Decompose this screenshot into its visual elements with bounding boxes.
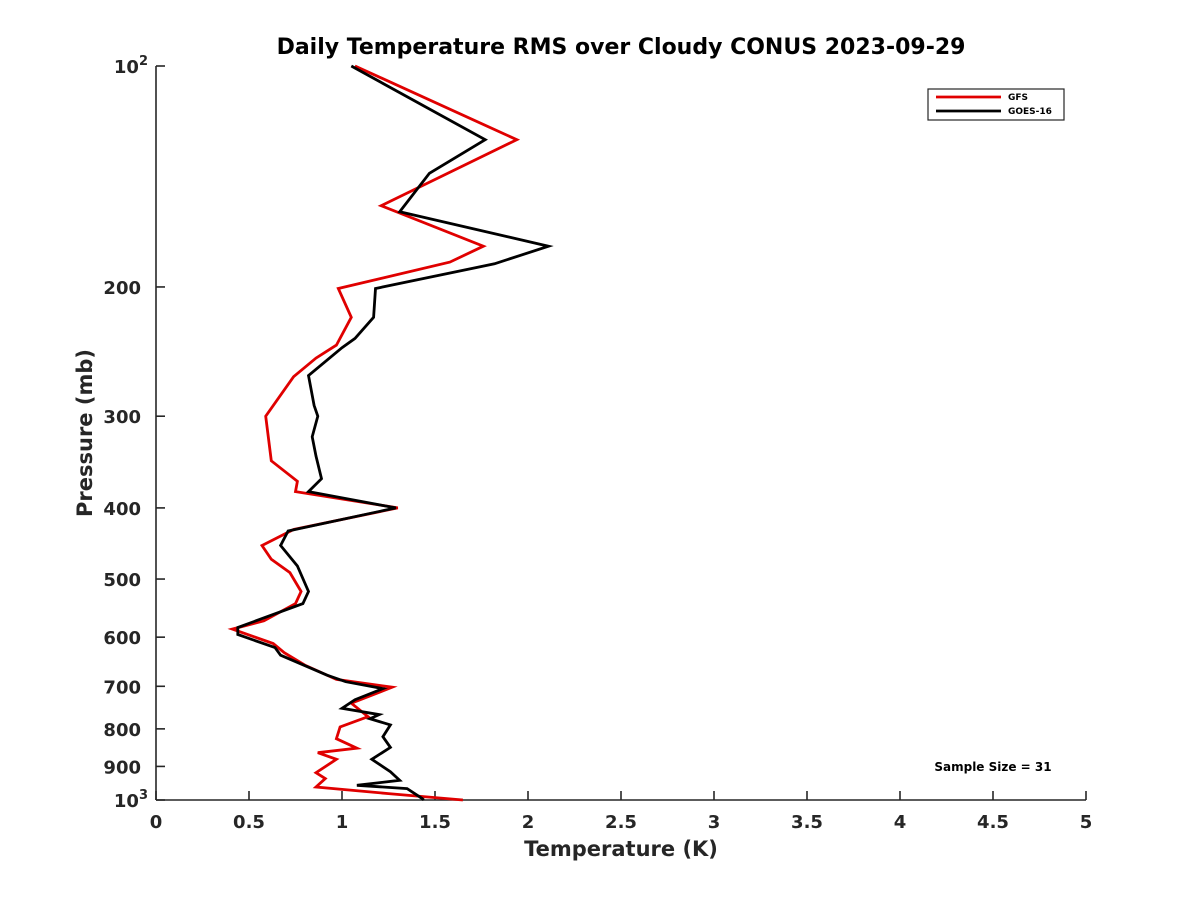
y-tick-label: 200	[103, 278, 141, 299]
plot-area: 0 0.5 1 1.5 2 2.5 3 3.5 4 4.5 5 102200300400500600…	[103, 54, 1092, 833]
series-layer	[227, 64, 554, 802]
x-tick-label: 0.5	[233, 812, 265, 833]
legend-label: GFS	[1008, 93, 1028, 103]
legend-box	[927, 88, 1065, 121]
series-line-gfs	[227, 64, 521, 802]
y-tick-label: 103	[114, 788, 148, 812]
x-tick-label: 2.5	[605, 812, 637, 833]
x-ticks: 0 0.5 1 1.5 2 2.5 3 3.5 4 4.5 5	[150, 791, 1093, 833]
y-tick-label: 800	[103, 720, 141, 741]
y-tick-label: 600	[103, 628, 141, 649]
x-tick-label: 1	[336, 812, 349, 833]
x-tick-label: 1.5	[419, 812, 451, 833]
y-tick-exponent: 2	[139, 54, 148, 69]
y-axis-title: Pressure (mb)	[73, 349, 97, 517]
y-tick-label: 400	[103, 499, 141, 520]
series-line-goes-16	[236, 64, 554, 802]
x-tick-label: 3	[708, 812, 721, 833]
x-tick-label: 3.5	[791, 812, 823, 833]
chart-title: Daily Temperature RMS over Cloudy CONUS …	[277, 35, 966, 60]
y-tick-base: 10	[114, 791, 139, 812]
legend-label: GOES-16	[1008, 107, 1052, 117]
y-tick-label: 500	[103, 570, 141, 591]
y-tick-exponent: 3	[139, 788, 148, 803]
y-tick-label: 700	[103, 677, 141, 698]
x-axis-title: Temperature (K)	[524, 837, 718, 861]
legend: GFS GOES-16	[927, 88, 1065, 121]
y-tick-label: 300	[103, 407, 141, 428]
y-tick-base: 10	[114, 57, 139, 78]
x-tick-label: 5	[1080, 812, 1093, 833]
x-tick-label: 4	[894, 812, 907, 833]
y-tick-label: 102	[114, 54, 148, 78]
x-tick-label: 0	[150, 812, 163, 833]
x-tick-label: 4.5	[977, 812, 1009, 833]
x-tick-label: 2	[522, 812, 535, 833]
legend-entries: GFS GOES-16	[936, 93, 1052, 117]
sample-size-annotation: Sample Size = 31	[934, 760, 1051, 774]
y-tick-label: 900	[103, 757, 141, 778]
